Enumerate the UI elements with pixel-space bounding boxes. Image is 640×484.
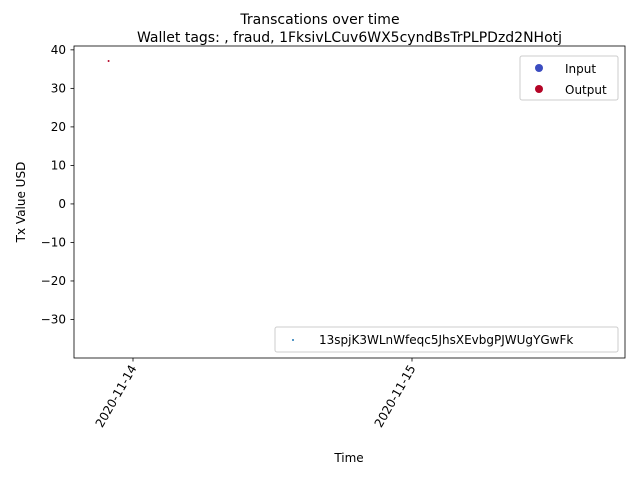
legend-output-marker bbox=[535, 85, 543, 93]
data-point-output bbox=[107, 60, 110, 63]
y-tick-label: −10 bbox=[41, 235, 66, 249]
y-tick-label: 20 bbox=[51, 120, 66, 134]
legend-input-label: Input bbox=[565, 62, 596, 76]
legend-bottom: 13spjK3WLnWfeqc5JhsXEvbgPJWUgYGwFk bbox=[274, 326, 619, 353]
legend-wallet-label: 13spjK3WLnWfeqc5JhsXEvbgPJWUgYGwFk bbox=[319, 333, 573, 347]
legend-top-frame bbox=[519, 55, 619, 101]
y-axis-ticks: 40 30 20 10 0 −10 −20 −30 bbox=[41, 43, 74, 326]
legend-bottom-frame bbox=[274, 326, 619, 353]
plot-area bbox=[73, 45, 626, 359]
x-axis-label: Time bbox=[333, 451, 363, 465]
chart-title: Wallet tags: , fraud, 1FksivLCuv6WX5cynd… bbox=[137, 30, 562, 46]
legend-wallet-marker bbox=[292, 339, 294, 341]
y-tick-label: 0 bbox=[58, 197, 66, 211]
legend-input-marker bbox=[535, 64, 543, 72]
y-tick-label: 10 bbox=[51, 158, 66, 172]
legend-top: Input Output bbox=[519, 55, 619, 101]
chart-suptitle: Transcations over time bbox=[239, 12, 399, 28]
y-tick-label: 40 bbox=[51, 43, 66, 57]
y-tick-label: −30 bbox=[41, 312, 66, 326]
data-points bbox=[107, 60, 110, 63]
legend-output-label: Output bbox=[565, 83, 607, 97]
y-tick-label: 30 bbox=[51, 81, 66, 95]
y-axis-label: Tx Value USD bbox=[14, 162, 28, 244]
y-tick-label: −20 bbox=[41, 274, 66, 288]
